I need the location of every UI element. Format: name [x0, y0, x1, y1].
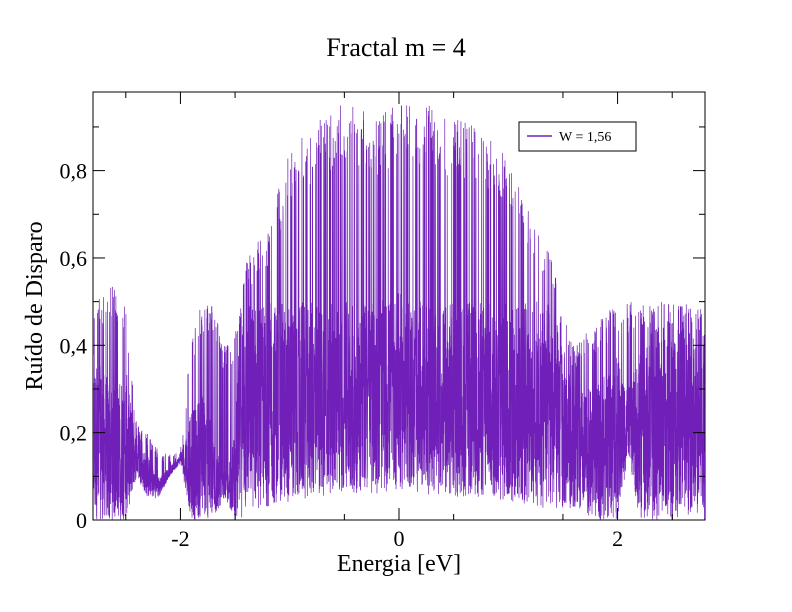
y-tick-label: 0,4	[60, 333, 88, 358]
x-tick-label: 2	[612, 526, 623, 551]
x-axis-label: Energia [eV]	[337, 551, 461, 577]
legend: W = 1,56	[518, 121, 637, 152]
y-tick-label: 0,6	[60, 246, 88, 271]
x-tick-label: -2	[171, 526, 189, 551]
tick-layer: -2 0 2 0 0,2 0,4 0,6 0,8	[60, 92, 705, 551]
series-line-w-1-56	[93, 105, 705, 520]
x-tick-label: 0	[394, 526, 405, 551]
legend-label-w-1-56: W = 1,56	[559, 130, 611, 145]
y-axis-label: Ruído de Disparo	[22, 221, 48, 390]
y-tick-label: 0	[76, 508, 87, 533]
plot-area: -2 0 2 0 0,2 0,4 0,6 0,8	[60, 91, 706, 551]
chart-title: Fractal m = 4	[326, 33, 466, 62]
series-layer	[93, 105, 705, 520]
y-tick-label: 0,2	[60, 421, 88, 446]
y-tick-label: 0,8	[60, 159, 88, 184]
